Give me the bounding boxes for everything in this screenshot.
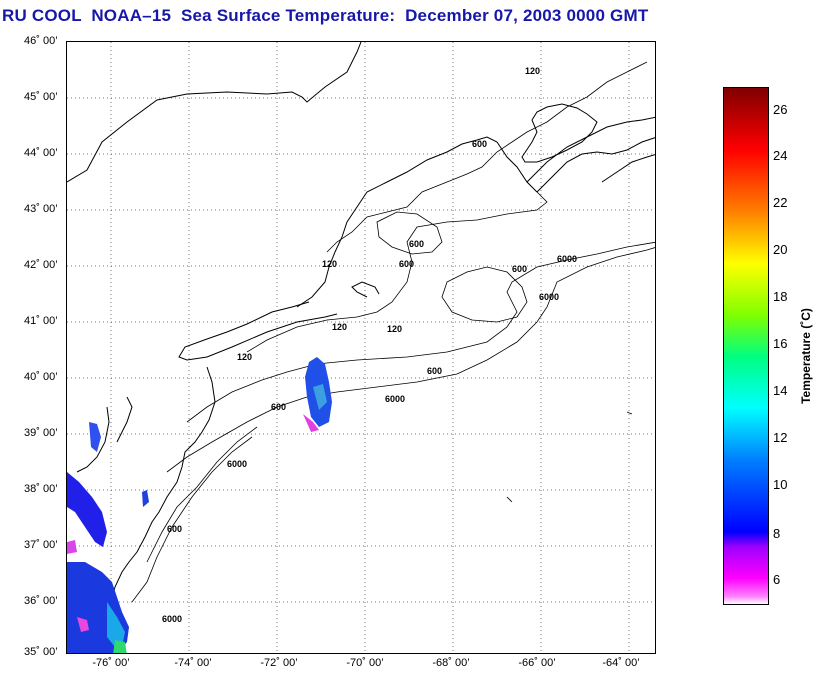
contour-label: 600: [167, 524, 182, 534]
contour-label: 120: [332, 322, 347, 332]
colorbar-tick: 12: [773, 430, 788, 445]
contour-label: 120: [237, 352, 252, 362]
contour-label: 600: [427, 366, 442, 376]
sst-data: [67, 357, 332, 653]
contour-label: 120: [387, 324, 402, 334]
lon-label: -74˚ 00’: [174, 657, 212, 669]
colorbar-tick: 22: [773, 195, 788, 210]
lat-label: 35˚ 00’: [24, 646, 58, 658]
lon-label: -70˚ 00’: [346, 657, 384, 669]
contour-label: 6000: [385, 394, 405, 404]
contour-label: 600: [271, 402, 286, 412]
lat-label: 38˚ 00’: [24, 483, 58, 495]
contour-label: 120: [525, 66, 540, 76]
contour-label: 600: [472, 139, 487, 149]
lon-label: -68˚ 00’: [432, 657, 470, 669]
colorbar-tick: 8: [773, 526, 781, 541]
temperature-colorbar: [723, 87, 769, 605]
coastline: [67, 42, 655, 653]
lat-label: 40˚ 00’: [24, 371, 58, 383]
lat-label: 36˚ 00’: [24, 595, 58, 607]
contour-label: 600: [409, 239, 424, 249]
map-panel[interactable]: 120 120 120 120 120 600 600 600 600 600 …: [66, 41, 656, 654]
colorbar-tick: 14: [773, 383, 788, 398]
lat-label: 41˚ 00’: [24, 315, 58, 327]
lat-label: 46˚ 00’: [24, 35, 58, 47]
lat-label: 39˚ 00’: [24, 427, 58, 439]
contour-label: 6000: [162, 614, 182, 624]
lat-label: 43˚ 00’: [24, 203, 58, 215]
lon-label: -72˚ 00’: [260, 657, 298, 669]
colorbar-tick: 18: [773, 289, 788, 304]
colorbar-tick: 20: [773, 242, 788, 257]
colorbar-tick: 24: [773, 148, 788, 163]
contour-label: 600: [399, 259, 414, 269]
contour-label: 600: [512, 264, 527, 274]
colorbar-label: Temperature (˚C): [799, 308, 813, 404]
contour-label: 6000: [539, 292, 559, 302]
lat-label: 42˚ 00’: [24, 259, 58, 271]
lat-label: 45˚ 00’: [24, 91, 58, 103]
colorbar-tick: 6: [773, 572, 781, 587]
lat-label: 37˚ 00’: [24, 539, 58, 551]
lon-label: -76˚ 00’: [92, 657, 130, 669]
map-svg: 120 120 120 120 120 600 600 600 600 600 …: [67, 42, 655, 653]
colorbar-tick: 10: [773, 477, 788, 492]
lon-label: -66˚ 00’: [518, 657, 556, 669]
lat-label: 44˚ 00’: [24, 147, 58, 159]
contour-label: 6000: [227, 459, 247, 469]
page-title: RU COOL NOAA–15 Sea Surface Temperature:…: [2, 6, 649, 25]
depth-contours: [131, 61, 655, 603]
lon-label: -64˚ 00’: [602, 657, 640, 669]
colorbar-tick: 26: [773, 102, 788, 117]
contour-labels: 120 120 120 120 120 600 600 600 600 600 …: [162, 66, 577, 624]
contour-label: 6000: [557, 254, 577, 264]
contour-label: 120: [322, 259, 337, 269]
colorbar-tick: 16: [773, 336, 788, 351]
